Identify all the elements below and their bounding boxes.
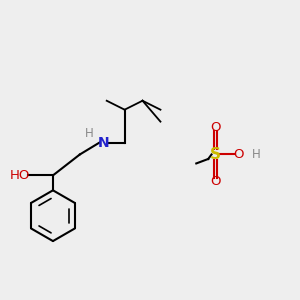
Text: S: S: [210, 147, 221, 162]
Text: N: N: [98, 136, 109, 149]
Text: O: O: [233, 148, 243, 161]
Text: HO: HO: [10, 169, 30, 182]
Text: O: O: [210, 175, 221, 188]
Text: H: H: [252, 148, 260, 161]
Text: O: O: [210, 121, 221, 134]
Text: H: H: [84, 127, 93, 140]
